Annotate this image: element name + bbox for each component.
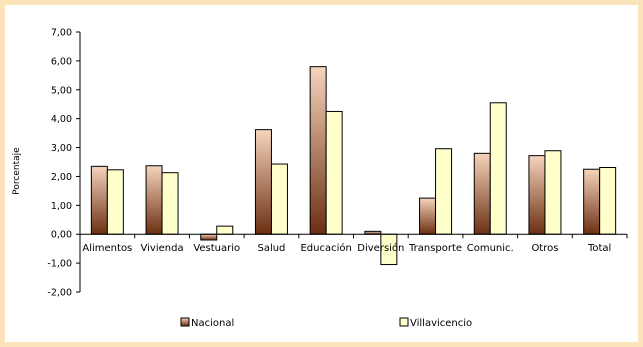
bar-nacional xyxy=(583,168,601,235)
bar-nacional xyxy=(254,129,272,235)
bar-villavicencio xyxy=(106,169,124,235)
bar-nacional xyxy=(473,152,491,235)
bar-nacional xyxy=(145,165,163,235)
bar-villavicencio xyxy=(599,166,617,235)
y-tick-label: 5,00 xyxy=(51,85,72,96)
y-tick-label: 1,00 xyxy=(51,201,72,212)
x-category-label: Alimentos xyxy=(82,243,132,254)
legend-swatch-nacional xyxy=(180,317,190,327)
bar-nacional xyxy=(528,155,546,235)
y-tick-label: 4,00 xyxy=(51,114,72,125)
bar-villavicencio xyxy=(325,110,343,235)
bar-villavicencio xyxy=(435,148,453,235)
x-category-label: Vivienda xyxy=(141,243,184,254)
y-tick-label: -1,00 xyxy=(47,259,72,270)
y-tick-label: 0,00 xyxy=(51,230,72,241)
y-tick-label: 7,00 xyxy=(51,28,72,39)
y-axis-label: Porcentaje xyxy=(12,147,22,195)
y-tick-label: 6,00 xyxy=(51,56,72,67)
x-category-label: Vestuario xyxy=(193,243,240,254)
x-category-label: Diversión xyxy=(357,242,404,254)
bar-nacional xyxy=(200,233,218,241)
y-tick-label: -2,00 xyxy=(47,288,72,299)
bar-villavicencio xyxy=(270,163,288,235)
x-category-label: Transporte xyxy=(408,243,462,254)
bar-nacional xyxy=(90,165,108,235)
x-category-label: Comunic. xyxy=(467,243,514,254)
x-category-label: Salud xyxy=(257,243,285,254)
y-tick-label: 3,00 xyxy=(51,143,72,154)
x-category-label: Total xyxy=(587,243,611,254)
y-tick-label: 2,00 xyxy=(51,172,72,183)
bar-villavicencio xyxy=(161,172,179,235)
bar-nacional xyxy=(309,66,327,235)
x-category-label: Educación xyxy=(300,242,351,254)
bar-villavicencio xyxy=(489,102,507,235)
x-category-label: Otros xyxy=(531,243,558,254)
legend-label-nacional: Nacional xyxy=(191,318,234,329)
bar-nacional xyxy=(419,197,437,235)
legend-swatch-villavicencio xyxy=(399,317,409,327)
bar-villavicencio xyxy=(216,225,234,235)
bar-villavicencio xyxy=(544,150,562,235)
bar-chart: Porcentaje -2,00 -1,00 0,00 1,00 2,00 3,00 4,0… xyxy=(12,28,628,329)
legend-label-villavicencio: Villavicencio xyxy=(410,318,472,329)
